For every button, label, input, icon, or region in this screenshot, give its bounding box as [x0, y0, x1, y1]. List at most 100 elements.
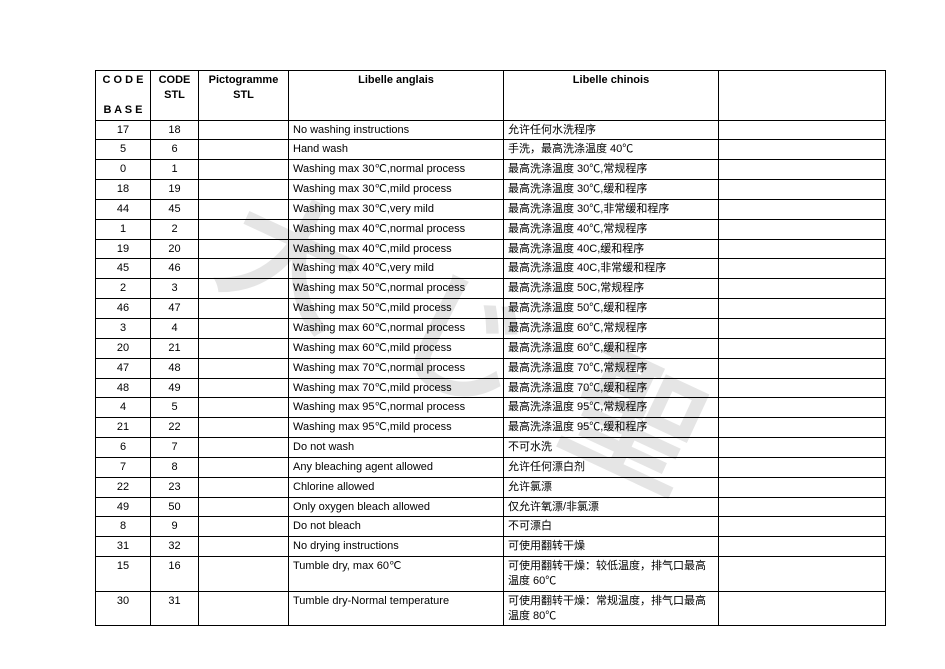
- cell-libelle-zh: 仅允许氧漂/非氯漂: [504, 497, 719, 517]
- table-row: 1516Tumble dry, max 60℃可使用翻转干燥：较低温度，排气口最…: [96, 557, 886, 592]
- col-header-libelle-zh-line1: Libelle chinois: [508, 73, 714, 88]
- cell-code-base: 5: [96, 140, 151, 160]
- cell-libelle-en: Washing max 30℃,very mild: [289, 199, 504, 219]
- table-row: 4950Only oxygen bleach allowed仅允许氧漂/非氯漂: [96, 497, 886, 517]
- cell-picto: [199, 318, 289, 338]
- cell-code-base: 45: [96, 259, 151, 279]
- cell-libelle-zh: 最高洗涤温度 95℃,常规程序: [504, 398, 719, 418]
- col-header-code-stl-line1: CODE: [155, 73, 194, 88]
- cell-empty: [719, 418, 886, 438]
- cell-picto: [199, 378, 289, 398]
- table-row: 4748Washing max 70℃,normal process最高洗涤温度…: [96, 358, 886, 378]
- cell-code-stl: 7: [151, 438, 199, 458]
- cell-empty: [719, 537, 886, 557]
- cell-code-stl: 46: [151, 259, 199, 279]
- cell-code-stl: 49: [151, 378, 199, 398]
- table-header: C O D E B A S E CODE STL Pictogramme STL…: [96, 71, 886, 121]
- cell-picto: [199, 259, 289, 279]
- cell-code-stl: 5: [151, 398, 199, 418]
- cell-picto: [199, 557, 289, 592]
- cell-empty: [719, 338, 886, 358]
- table-row: 2223Chlorine allowed允许氯漂: [96, 477, 886, 497]
- col-header-empty: [719, 71, 886, 121]
- page: 大 じ 聖 C O D E B A S E CODE STL: [0, 0, 945, 669]
- cell-code-stl: 45: [151, 199, 199, 219]
- table-row: 4849Washing max 70℃,mild process最高洗涤温度 7…: [96, 378, 886, 398]
- cell-code-base: 44: [96, 199, 151, 219]
- table-row: 4445Washing max 30℃,very mild最高洗涤温度 30℃,…: [96, 199, 886, 219]
- col-header-libelle-en-line1: Libelle anglais: [293, 73, 499, 88]
- cell-code-stl: 16: [151, 557, 199, 592]
- cell-libelle-en: Washing max 50℃,normal process: [289, 279, 504, 299]
- cell-code-base: 48: [96, 378, 151, 398]
- cell-code-base: 15: [96, 557, 151, 592]
- cell-picto: [199, 358, 289, 378]
- table-row: 78Any bleaching agent allowed允许任何漂白剂: [96, 457, 886, 477]
- cell-libelle-zh: 手洗，最高洗涤温度 40℃: [504, 140, 719, 160]
- cell-code-stl: 22: [151, 418, 199, 438]
- table-row: 67Do not wash不可水洗: [96, 438, 886, 458]
- cell-libelle-zh: 最高洗涤温度 30℃,缓和程序: [504, 180, 719, 200]
- table-container: C O D E B A S E CODE STL Pictogramme STL…: [95, 70, 885, 626]
- cell-empty: [719, 299, 886, 319]
- cell-code-stl: 48: [151, 358, 199, 378]
- cell-libelle-en: Washing max 40℃,normal process: [289, 219, 504, 239]
- cell-empty: [719, 477, 886, 497]
- cell-libelle-en: No washing instructions: [289, 120, 504, 140]
- cell-libelle-en: Washing max 95℃,normal process: [289, 398, 504, 418]
- cell-code-stl: 8: [151, 457, 199, 477]
- table-row: 23Washing max 50℃,normal process最高洗涤温度 5…: [96, 279, 886, 299]
- cell-code-stl: 21: [151, 338, 199, 358]
- cell-code-stl: 6: [151, 140, 199, 160]
- table-body: 1718No washing instructions允许任何水洗程序56Han…: [96, 120, 886, 626]
- cell-picto: [199, 517, 289, 537]
- cell-code-base: 18: [96, 180, 151, 200]
- cell-libelle-en: Washing max 30℃,normal process: [289, 160, 504, 180]
- cell-libelle-en: Hand wash: [289, 140, 504, 160]
- cell-picto: [199, 398, 289, 418]
- col-header-code-stl: CODE STL: [151, 71, 199, 121]
- cell-picto: [199, 180, 289, 200]
- cell-code-base: 0: [96, 160, 151, 180]
- cell-picto: [199, 457, 289, 477]
- cell-libelle-en: Washing max 40℃,mild process: [289, 239, 504, 259]
- cell-code-base: 2: [96, 279, 151, 299]
- cell-picto: [199, 591, 289, 626]
- cell-code-stl: 18: [151, 120, 199, 140]
- cell-code-base: 30: [96, 591, 151, 626]
- cell-libelle-en: No drying instructions: [289, 537, 504, 557]
- cell-empty: [719, 438, 886, 458]
- cell-libelle-zh: 最高洗涤温度 95℃,缓和程序: [504, 418, 719, 438]
- cell-libelle-zh: 最高洗涤温度 60℃,常规程序: [504, 318, 719, 338]
- cell-empty: [719, 120, 886, 140]
- cell-code-base: 31: [96, 537, 151, 557]
- cell-libelle-zh: 最高洗涤温度 50C,常规程序: [504, 279, 719, 299]
- cell-code-base: 20: [96, 338, 151, 358]
- cell-libelle-zh: 最高洗涤温度 40℃,常规程序: [504, 219, 719, 239]
- table-row: 2021Washing max 60℃,mild process最高洗涤温度 6…: [96, 338, 886, 358]
- table-row: 1819Washing max 30℃,mild process最高洗涤温度 3…: [96, 180, 886, 200]
- cell-code-base: 22: [96, 477, 151, 497]
- cell-code-base: 17: [96, 120, 151, 140]
- cell-libelle-zh: 可使用翻转干燥：较低温度，排气口最高温度 60℃: [504, 557, 719, 592]
- cell-empty: [719, 497, 886, 517]
- cell-picto: [199, 160, 289, 180]
- cell-picto: [199, 279, 289, 299]
- cell-code-stl: 2: [151, 219, 199, 239]
- table-row: 1920Washing max 40℃,mild process最高洗涤温度 4…: [96, 239, 886, 259]
- col-header-picto-line2: STL: [203, 88, 284, 103]
- cell-libelle-en: Chlorine allowed: [289, 477, 504, 497]
- cell-picto: [199, 477, 289, 497]
- cell-empty: [719, 239, 886, 259]
- cell-code-base: 3: [96, 318, 151, 338]
- cell-picto: [199, 438, 289, 458]
- cell-picto: [199, 537, 289, 557]
- cell-code-base: 7: [96, 457, 151, 477]
- cell-picto: [199, 239, 289, 259]
- table-row: 56 Hand wash手洗，最高洗涤温度 40℃: [96, 140, 886, 160]
- cell-libelle-zh: 最高洗涤温度 70℃,常规程序: [504, 358, 719, 378]
- cell-code-stl: 1: [151, 160, 199, 180]
- cell-empty: [719, 219, 886, 239]
- cell-libelle-en: Any bleaching agent allowed: [289, 457, 504, 477]
- cell-libelle-zh: 可使用翻转干燥：常规温度，排气口最高温度 80℃: [504, 591, 719, 626]
